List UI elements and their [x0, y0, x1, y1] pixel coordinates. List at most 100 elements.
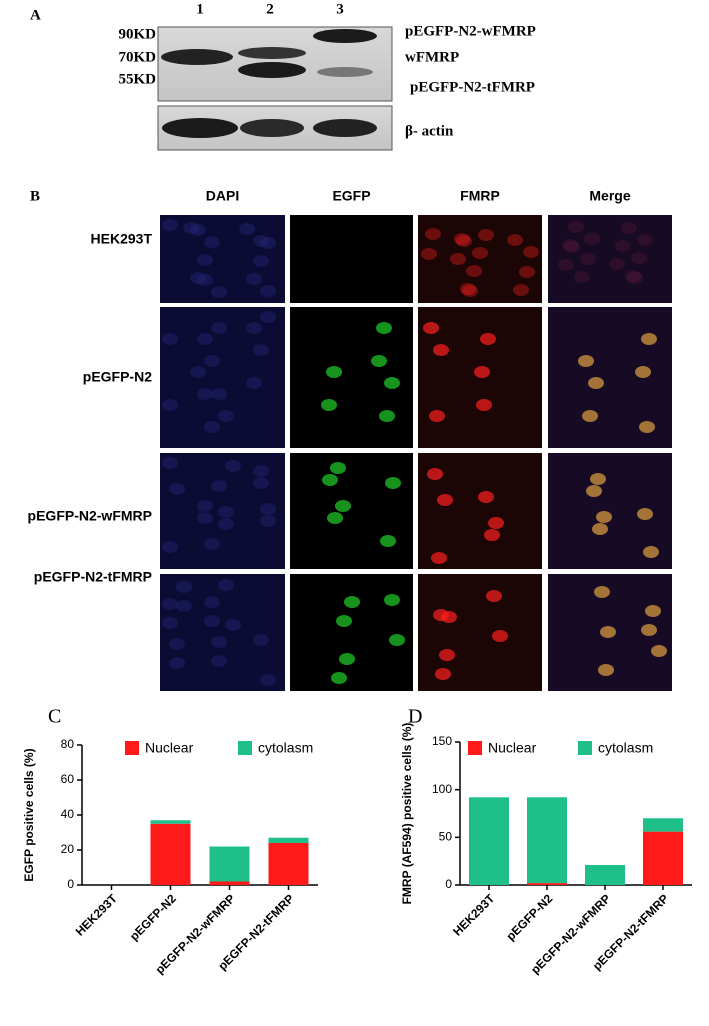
cell [439, 649, 455, 661]
cell [197, 388, 213, 400]
cell [211, 388, 227, 400]
band [240, 119, 304, 137]
cell [162, 399, 178, 411]
cell [190, 366, 206, 378]
band-label: β- actin [405, 123, 454, 139]
cell [609, 258, 625, 270]
cell [437, 494, 453, 506]
cell [260, 237, 276, 249]
legend-swatch [578, 741, 592, 755]
cell [162, 617, 178, 629]
cell [253, 235, 269, 247]
y-tick-label: 50 [439, 830, 453, 844]
cell [211, 322, 227, 334]
cell [641, 624, 657, 636]
band-label: pEGFP-N2-wFMRP [405, 23, 536, 39]
cell [376, 322, 392, 334]
cell [336, 615, 352, 627]
cell [460, 283, 476, 295]
legend-label: Nuclear [145, 740, 194, 756]
band-label: pEGFP-N2-tFMRP [410, 79, 535, 95]
cell [218, 410, 234, 422]
cell [253, 465, 269, 477]
micrograph [160, 307, 285, 448]
cell [339, 653, 355, 665]
cell [425, 228, 441, 240]
cell [384, 377, 400, 389]
y-axis-label: EGFP positive cells (%) [22, 748, 36, 881]
cell [225, 619, 241, 631]
cell [423, 322, 439, 334]
cell [433, 344, 449, 356]
cell [564, 241, 580, 253]
cell [568, 221, 584, 233]
cell [197, 500, 213, 512]
cell [204, 596, 220, 608]
cell [326, 366, 342, 378]
y-tick-label: 40 [61, 807, 75, 821]
cell [162, 333, 178, 345]
legend-swatch [238, 741, 252, 755]
micrograph [418, 215, 542, 303]
cell [588, 377, 604, 389]
cell [344, 596, 360, 608]
charts: C EGFP positive cells (%) 0 20 40 60 80 HEK293T… [22, 706, 692, 977]
y-tick-label: 100 [432, 782, 452, 796]
cell [197, 254, 213, 266]
bar-segment [527, 797, 567, 884]
row-label: pEGFP-N2-tFMRP [34, 569, 152, 585]
cell [590, 473, 606, 485]
cell [478, 491, 494, 503]
lane-label: 2 [266, 1, 274, 17]
cell [211, 480, 227, 492]
cell [615, 240, 631, 252]
cell [486, 590, 502, 602]
cell [204, 236, 220, 248]
lane-label: 1 [196, 1, 204, 17]
row-label: HEK293T [91, 231, 153, 247]
cell [429, 410, 445, 422]
bar-segment [268, 843, 309, 885]
bar-segment [527, 883, 567, 885]
cell [169, 638, 185, 650]
band [313, 119, 377, 137]
lane-label: 3 [336, 1, 344, 17]
cell [641, 333, 657, 345]
cell [260, 515, 276, 527]
band [161, 49, 233, 65]
column-header: DAPI [206, 188, 239, 204]
cell [246, 322, 262, 334]
panel-label: A [30, 7, 41, 23]
micrograph [160, 574, 285, 691]
cell [645, 605, 661, 617]
cell [462, 285, 478, 297]
micrograph [290, 574, 413, 691]
cell [454, 233, 470, 245]
cell [239, 223, 255, 235]
cell [492, 630, 508, 642]
cell [466, 265, 482, 277]
cell [476, 399, 492, 411]
bar-segment [585, 864, 625, 885]
cell [218, 579, 234, 591]
band-label: wFMRP [405, 49, 459, 65]
cell [592, 523, 608, 535]
column-header: Merge [589, 188, 630, 204]
cell [586, 485, 602, 497]
cell [162, 598, 178, 610]
cell [513, 284, 529, 296]
cell [480, 333, 496, 345]
cell [331, 672, 347, 684]
x-tick-label: HEK293T [73, 891, 121, 939]
cell [204, 615, 220, 627]
cell [260, 311, 276, 323]
cell [371, 355, 387, 367]
x-tick-label: pEGFP-N2 [127, 891, 179, 943]
cell [260, 674, 276, 686]
cell [574, 271, 590, 283]
cell [176, 600, 192, 612]
cell [322, 474, 338, 486]
legend-label: Nuclear [488, 740, 537, 756]
cell [204, 421, 220, 433]
